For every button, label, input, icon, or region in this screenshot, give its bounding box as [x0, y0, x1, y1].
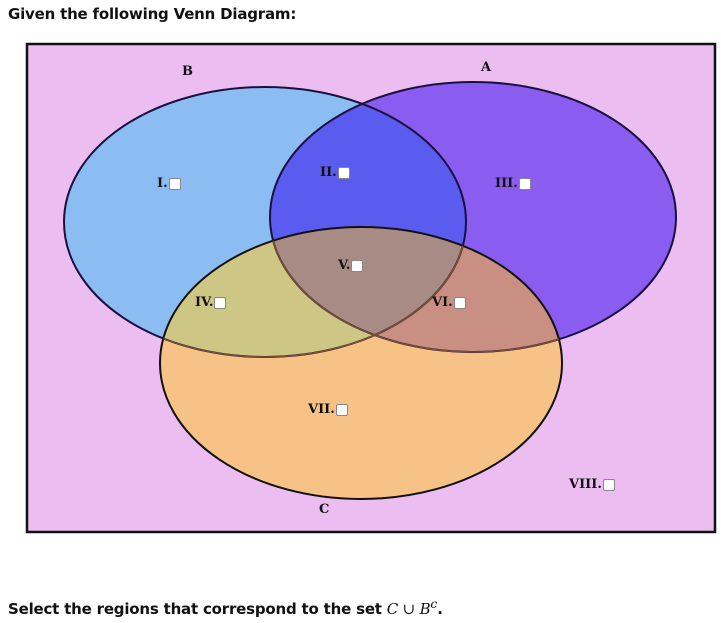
question-prefix: Select the regions that correspond to th… — [8, 600, 387, 618]
region-viii: VIII. — [569, 477, 615, 492]
region-iv-checkbox[interactable] — [214, 296, 227, 309]
math-union: ∪ — [398, 600, 420, 618]
region-vii-label: VII. — [308, 402, 335, 417]
region-vi-label: VI. — [432, 295, 453, 310]
region-v: V. — [338, 258, 364, 273]
set-label-a: A — [481, 60, 492, 75]
question-suffix: . — [437, 600, 443, 618]
region-ii-label: II. — [320, 165, 337, 180]
region-vii: VII. — [308, 402, 348, 417]
region-iv: IV. — [195, 295, 227, 310]
math-set-b: B — [419, 600, 431, 618]
region-viii-checkbox[interactable] — [602, 478, 615, 491]
region-iii: III. — [495, 176, 531, 191]
region-iii-checkbox[interactable] — [518, 177, 531, 190]
math-complement: c — [430, 596, 438, 611]
region-i-checkbox[interactable] — [168, 177, 181, 190]
math-set-c: C — [386, 600, 399, 618]
region-a-b-c — [270, 227, 466, 352]
region-vii-checkbox[interactable] — [335, 403, 348, 416]
region-v-checkbox[interactable] — [351, 259, 364, 272]
set-label-c: C — [319, 502, 330, 517]
page-title: Given the following Venn Diagram: — [8, 5, 297, 23]
set-label-b: B — [182, 64, 193, 79]
region-i-label: I. — [157, 176, 168, 191]
region-ii-checkbox[interactable] — [337, 166, 350, 179]
region-v-label: V. — [338, 258, 351, 273]
region-viii-label: VIII. — [569, 477, 602, 492]
region-iv-label: IV. — [195, 295, 214, 310]
region-iii-label: III. — [495, 176, 518, 191]
region-vi: VI. — [432, 295, 466, 310]
region-i: I. — [157, 176, 181, 191]
question-text: Select the regions that correspond to th… — [8, 596, 443, 618]
region-ii: II. — [320, 165, 350, 180]
region-vi-checkbox[interactable] — [453, 296, 466, 309]
